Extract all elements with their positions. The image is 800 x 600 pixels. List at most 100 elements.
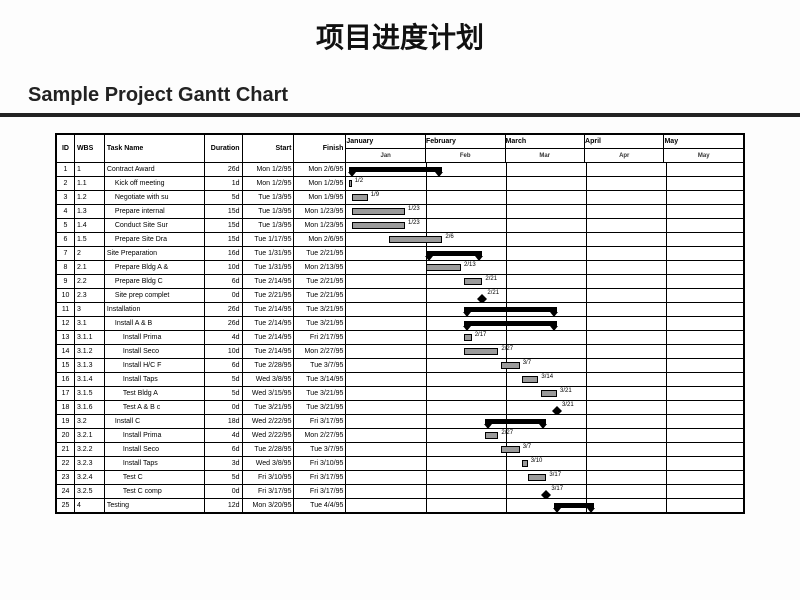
cell: Testing	[104, 499, 204, 513]
cell: 2.1	[74, 261, 104, 275]
table-row: 163.1.4Install Taps5dWed 3/8/95Tue 3/14/…	[57, 373, 744, 387]
cell: 22	[57, 457, 75, 471]
cell: 1d	[204, 177, 242, 191]
cell: 1.1	[74, 177, 104, 191]
cell: 3.2.4	[74, 471, 104, 485]
bar-label: 3/10	[531, 458, 543, 464]
task-bar	[349, 180, 352, 187]
cell: Install Prima	[104, 429, 204, 443]
cell: Install Taps	[104, 457, 204, 471]
month-feb: February	[425, 135, 505, 149]
cell: Install Seco	[104, 443, 204, 457]
task-bar	[485, 432, 498, 439]
cell: Site Preparation	[104, 247, 204, 261]
task-bar	[464, 278, 483, 285]
table-row: 223.2.3Install Taps3dWed 3/8/95Fri 3/10/…	[57, 457, 744, 471]
summary-bar	[349, 167, 442, 172]
cell: Tue 2/14/95	[242, 275, 294, 289]
cell: Test Bldg A	[104, 387, 204, 401]
cell: 4d	[204, 331, 242, 345]
cell: Install H/C F	[104, 359, 204, 373]
cell: 5d	[204, 471, 242, 485]
cell: Wed 3/15/95	[242, 387, 294, 401]
gantt-cell: 1/23	[346, 219, 744, 233]
cell: Fri 3/17/95	[294, 415, 346, 429]
gantt-cell: 1/9	[346, 191, 744, 205]
cell: Install Taps	[104, 373, 204, 387]
cell: 26d	[204, 303, 242, 317]
cell: 13	[57, 331, 75, 345]
sub-may: May	[664, 149, 744, 163]
cell: 3.2.2	[74, 443, 104, 457]
table-row: 11Contract Award26dMon 1/2/95Mon 2/6/95	[57, 163, 744, 177]
divider	[0, 113, 800, 117]
gantt-cell: 2/21	[346, 289, 744, 303]
cell: Tue 3/7/95	[294, 359, 346, 373]
cell: 3.1.5	[74, 387, 104, 401]
table-row: 203.2.1Install Prima4dWed 2/22/95Mon 2/2…	[57, 429, 744, 443]
cell: Tue 1/17/95	[242, 233, 294, 247]
cell: Fri 2/17/95	[294, 331, 346, 345]
gantt-cell: 3/21	[346, 387, 744, 401]
cell: 10d	[204, 345, 242, 359]
cell: 25	[57, 499, 75, 513]
cell: 17	[57, 387, 75, 401]
gantt-table: ID WBS Task Name Duration Start Finish J…	[56, 134, 744, 513]
cell: Wed 2/22/95	[242, 429, 294, 443]
cell: Site prep complet	[104, 289, 204, 303]
cell: Install A & B	[104, 317, 204, 331]
task-bar	[522, 460, 527, 467]
table-row: 72Site Preparation16dTue 1/31/95Tue 2/21…	[57, 247, 744, 261]
cell: Install C	[104, 415, 204, 429]
cell: 4	[74, 499, 104, 513]
bar-label: 2/17	[475, 332, 487, 338]
sub-jan: Jan	[346, 149, 426, 163]
gantt-cell: 1/2	[346, 177, 744, 191]
gantt-cell: 2/21	[346, 275, 744, 289]
bar-label: 2/21	[485, 276, 497, 282]
cell: 3.1	[74, 317, 104, 331]
cell: 14	[57, 345, 75, 359]
bar-label: 3/7	[523, 360, 531, 366]
table-row: 21.1Kick off meeting1dMon 1/2/95Mon 1/2/…	[57, 177, 744, 191]
cell: Prepare Bldg C	[104, 275, 204, 289]
table-row: 113Installation26dTue 2/14/95Tue 3/21/95	[57, 303, 744, 317]
cell: Tue 3/21/95	[294, 303, 346, 317]
cell: 7	[57, 247, 75, 261]
col-dur: Duration	[204, 135, 242, 163]
cell: Tue 2/14/95	[242, 345, 294, 359]
cell: 0d	[204, 289, 242, 303]
gantt-cell: 2/13	[346, 261, 744, 275]
cell: Tue 2/28/95	[242, 359, 294, 373]
bar-label: 2/13	[464, 262, 476, 268]
cell: 9	[57, 275, 75, 289]
cell: 18d	[204, 415, 242, 429]
cell: Fri 3/10/95	[242, 471, 294, 485]
cell: 1.4	[74, 219, 104, 233]
cell: Mon 3/20/95	[242, 499, 294, 513]
cell: Wed 3/8/95	[242, 373, 294, 387]
bar-label: 1/23	[408, 206, 420, 212]
cell: 3	[74, 303, 104, 317]
gantt-cell	[346, 415, 744, 429]
cell: 3d	[204, 457, 242, 471]
cell: 5d	[204, 373, 242, 387]
cell: Mon 2/27/95	[294, 345, 346, 359]
cell: Tue 1/3/95	[242, 219, 294, 233]
cell: Tue 2/14/95	[242, 331, 294, 345]
cell: Tue 1/3/95	[242, 205, 294, 219]
sub-mar: Mar	[505, 149, 585, 163]
gantt-cell: 3/7	[346, 443, 744, 457]
cell: 16	[57, 373, 75, 387]
cell: Mon 1/23/95	[294, 205, 346, 219]
header-row-1: ID WBS Task Name Duration Start Finish J…	[57, 135, 744, 149]
cell: Tue 2/14/95	[242, 303, 294, 317]
cell: 18	[57, 401, 75, 415]
cell: 6d	[204, 359, 242, 373]
table-row: 213.2.2Install Seco6dTue 2/28/95Tue 3/7/…	[57, 443, 744, 457]
cell: Tue 2/28/95	[242, 443, 294, 457]
cell: Mon 1/2/95	[294, 177, 346, 191]
gantt-cell: 3/14	[346, 373, 744, 387]
cell: 20	[57, 429, 75, 443]
gantt-cell	[346, 303, 744, 317]
